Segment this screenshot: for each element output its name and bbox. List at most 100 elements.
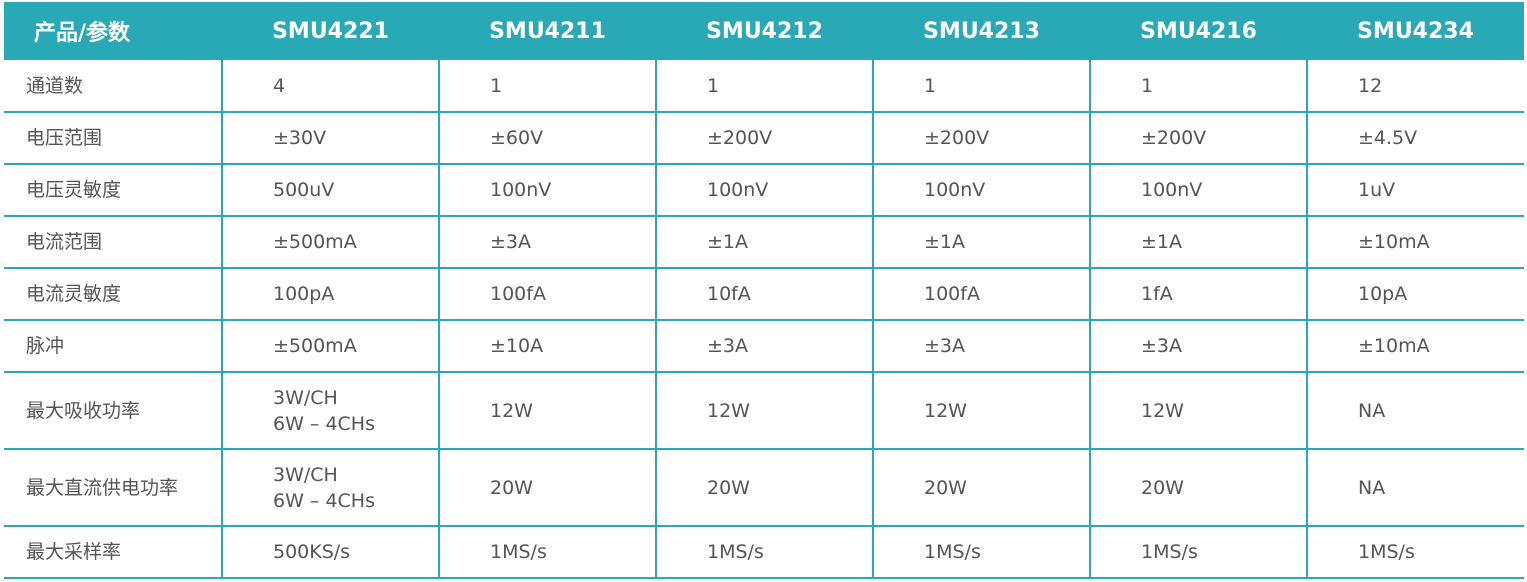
cell-value: 100nV [1141, 179, 1203, 201]
row-label: 最大直流供电功率 [4, 449, 222, 527]
table-cell: 1MS/s [655, 526, 873, 579]
table-cell: ±3A [655, 320, 873, 373]
cell-value: 100nV [707, 179, 769, 201]
cell-value: 20W [1141, 476, 1184, 499]
cell-value: NA [1358, 476, 1386, 499]
table-row: 电流范围 ±500mA ±3A ±1A ±1A ±1A ±10mA [4, 216, 1524, 269]
row-label: 最大吸收功率 [4, 372, 222, 450]
cell-value: 20W [490, 476, 533, 499]
cell-value: 20W [924, 476, 967, 499]
cell-value: NA [1358, 399, 1386, 422]
cell-value: 12W [1141, 399, 1184, 422]
cell-value: 1MS/s [924, 541, 981, 563]
table-cell: 100nV [872, 164, 1090, 217]
cell-value: 1MS/s [1141, 541, 1198, 563]
cell-value: ±4.5V [1358, 127, 1418, 149]
cell-value: 100fA [490, 283, 546, 305]
table-cell: ±3A [438, 216, 656, 269]
cell-value: ±3A [1141, 335, 1183, 357]
row-label: 电压灵敏度 [4, 164, 222, 217]
cell-value: 500uV [273, 179, 335, 201]
table-cell: 4 [221, 60, 439, 113]
cell-value: 1uV [1358, 179, 1396, 201]
table-cell: ±500mA [221, 216, 439, 269]
table-cell: 12W [1089, 372, 1307, 450]
header-row: 产品/参数 SMU4221 SMU4211 SMU4212 SMU4213 SMU4216… [4, 2, 1524, 60]
table-cell: 3W/CH 6W – 4CHs [221, 372, 439, 450]
table-cell: 100nV [438, 164, 656, 217]
table-cell: 20W [438, 449, 656, 527]
cell-value: ±30V [273, 127, 327, 149]
header-cell-model: SMU4211 [439, 2, 656, 60]
cell-value: 1 [490, 74, 503, 97]
table-cell: 10pA [1306, 268, 1524, 321]
row-label: 脉冲 [4, 320, 222, 373]
cell-value: 100nV [490, 179, 552, 201]
cell-value: ±10mA [1358, 231, 1430, 253]
table-cell: ±200V [1089, 112, 1307, 165]
row-label: 通道数 [4, 60, 222, 113]
table-cell: ±1A [872, 216, 1090, 269]
table-cell: ±1A [655, 216, 873, 269]
cell-value: ±3A [707, 335, 749, 357]
header-cell-model: SMU4234 [1307, 2, 1524, 60]
table-cell: ±500mA [221, 320, 439, 373]
cell-value: ±3A [924, 335, 966, 357]
table-row: 通道数 4 1 1 1 1 12 [4, 60, 1524, 113]
table-cell: ±30V [221, 112, 439, 165]
cell-value: 1fA [1141, 283, 1173, 305]
table-cell: NA [1306, 372, 1524, 450]
cell-value: ±1A [1141, 231, 1183, 253]
cell-value: 1MS/s [707, 541, 764, 563]
table-cell: ±10mA [1306, 216, 1524, 269]
cell-value: ±200V [707, 127, 773, 149]
table-cell: 100nV [655, 164, 873, 217]
cell-value: ±200V [1141, 127, 1207, 149]
cell-value: 3W/CH [273, 386, 338, 409]
cell-value: 1MS/s [490, 541, 547, 563]
table-cell: 12 [1306, 60, 1524, 113]
cell-value: 1 [1141, 74, 1154, 97]
cell-value: 4 [273, 74, 286, 97]
cell-value: 12 [1358, 74, 1383, 97]
cell-value: ±10mA [1358, 335, 1430, 357]
header-cell-parameter: 产品/参数 [4, 2, 222, 60]
table-cell: 10fA [655, 268, 873, 321]
table-cell: 20W [872, 449, 1090, 527]
table-row: 最大采样率 500KS/s 1MS/s 1MS/s 1MS/s 1MS/s 1MS/s [4, 526, 1524, 579]
table-cell: 12W [872, 372, 1090, 450]
cell-value: 10pA [1358, 283, 1408, 305]
table-cell: 1uV [1306, 164, 1524, 217]
cell-value: ±1A [924, 231, 966, 253]
table-cell: 12W [655, 372, 873, 450]
cell-value: 20W [707, 476, 750, 499]
table-row: 电流灵敏度 100pA 100fA 10fA 100fA 1fA 10pA [4, 268, 1524, 321]
cell-value: 6W – 4CHs [273, 412, 375, 435]
table-row: 电压范围 ±30V ±60V ±200V ±200V ±200V ±4.5V [4, 112, 1524, 165]
table-row: 最大直流供电功率 3W/CH 6W – 4CHs 20W 20W 20W 20W NA [4, 449, 1524, 527]
table-cell: 1MS/s [872, 526, 1090, 579]
table-cell: 20W [655, 449, 873, 527]
cell-value: 3W/CH [273, 463, 338, 486]
table-cell: 12W [438, 372, 656, 450]
cell-value: 100fA [924, 283, 980, 305]
table-row: 电压灵敏度 500uV 100nV 100nV 100nV 100nV 1uV [4, 164, 1524, 217]
cell-value: ±500mA [273, 231, 357, 253]
table-cell: ±3A [872, 320, 1090, 373]
cell-value: ±200V [924, 127, 990, 149]
header-cell-model: SMU4221 [222, 2, 439, 60]
cell-value: ±500mA [273, 335, 357, 357]
table-cell: 1 [438, 60, 656, 113]
cell-value: ±1A [707, 231, 749, 253]
table-cell: 100pA [221, 268, 439, 321]
cell-value: ±60V [490, 127, 544, 149]
table-cell: 1MS/s [1306, 526, 1524, 579]
table-cell: 1 [655, 60, 873, 113]
cell-value: 500KS/s [273, 541, 351, 563]
table-cell: 500uV [221, 164, 439, 217]
cell-value: ±10A [490, 335, 544, 357]
table-cell: ±3A [1089, 320, 1307, 373]
table-cell: 1MS/s [438, 526, 656, 579]
cell-value: 12W [490, 399, 533, 422]
table-cell: 1 [872, 60, 1090, 113]
